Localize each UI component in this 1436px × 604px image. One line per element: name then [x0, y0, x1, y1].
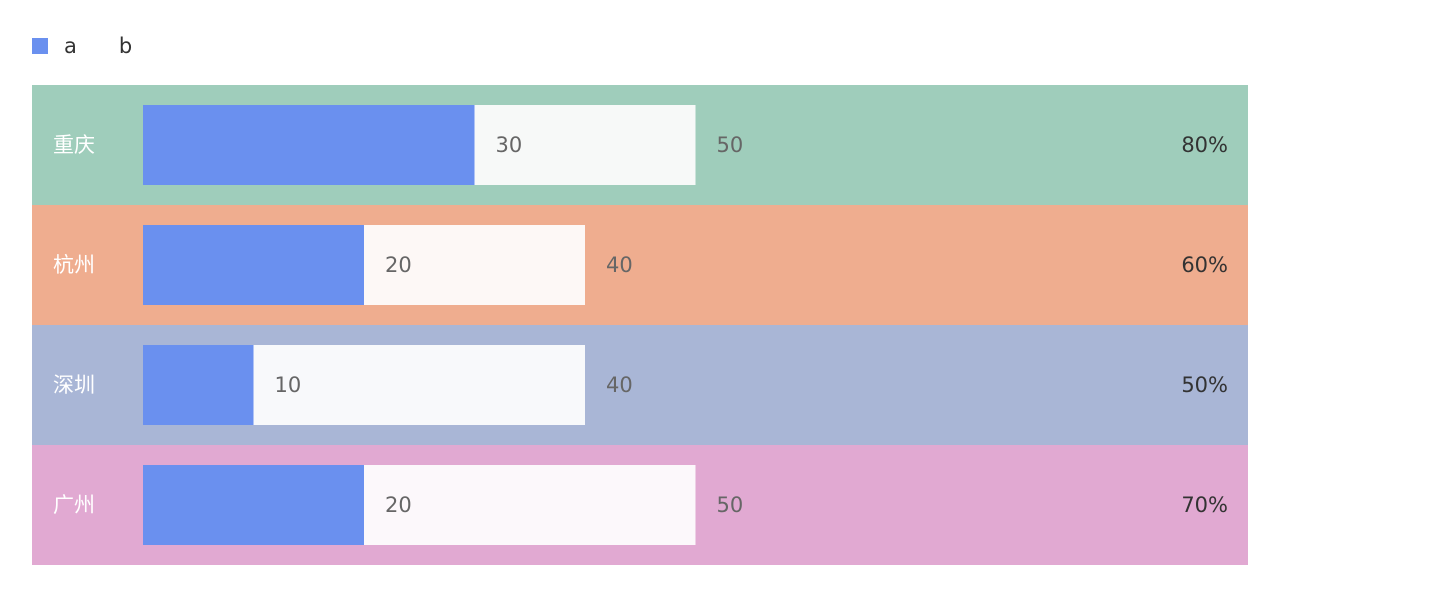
percent-label: 50%: [1181, 373, 1228, 397]
legend-label-a: a: [64, 34, 77, 58]
bar-a: [143, 225, 364, 305]
value-label-b: 40: [606, 253, 633, 277]
percent-label: 70%: [1181, 493, 1228, 517]
bar-a: [143, 465, 364, 545]
category-label: 重庆: [53, 133, 95, 157]
category-label: 深圳: [53, 373, 95, 397]
value-label-b: 50: [717, 493, 744, 517]
legend-item-a[interactable]: a: [32, 34, 77, 58]
value-label-b: 50: [717, 133, 744, 157]
value-label-a: 20: [385, 253, 412, 277]
legend-item-b[interactable]: b: [119, 34, 132, 58]
percent-label: 80%: [1181, 133, 1228, 157]
legend-swatch-a: [32, 38, 48, 54]
bar-a: [143, 105, 475, 185]
category-label: 广州: [53, 493, 95, 517]
value-label-a: 30: [496, 133, 523, 157]
bar-a: [143, 345, 254, 425]
category-label: 杭州: [53, 253, 95, 277]
value-label-b: 40: [606, 373, 633, 397]
value-label-a: 20: [385, 493, 412, 517]
chart-legend: a b: [32, 33, 174, 59]
legend-label-b: b: [118, 34, 133, 58]
value-label-a: 10: [275, 373, 302, 397]
percent-label: 60%: [1181, 253, 1228, 277]
